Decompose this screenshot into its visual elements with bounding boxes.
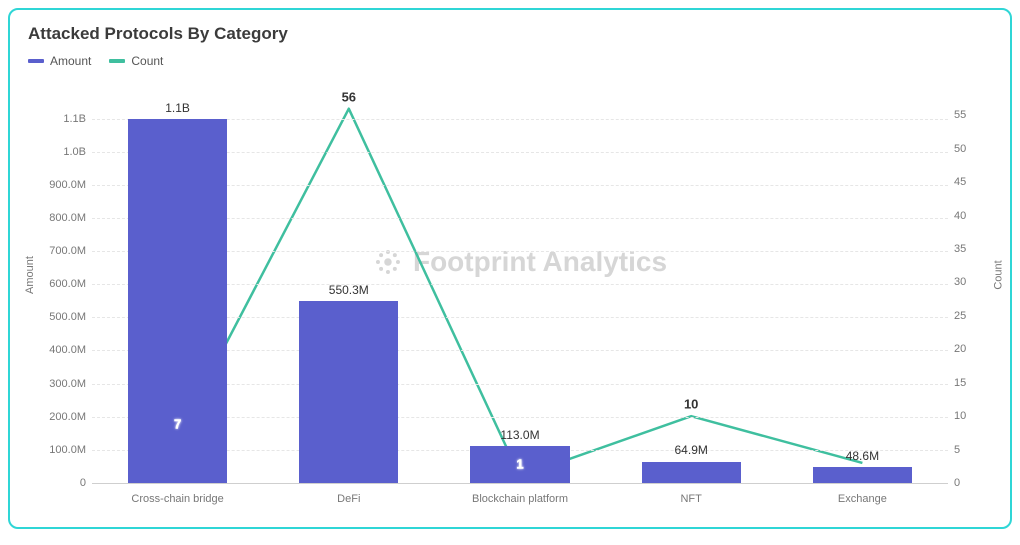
bar-value-label: 550.3M [329,283,369,301]
chart-card: Attacked Protocols By Category Amount Co… [8,8,1012,529]
legend-item-count[interactable]: Count [109,54,163,68]
ytick-right: 15 [954,377,990,389]
count-value-label: 56 [342,89,356,104]
x-category-label: Cross-chain bridge [131,493,223,505]
plot-area: Footprint Analytics 0100.0M200.0M300.0M4… [92,102,948,483]
ytick-left: 500.0M [30,311,86,323]
legend-item-amount[interactable]: Amount [28,54,91,68]
ytick-left: 400.0M [30,344,86,356]
ytick-right: 40 [954,210,990,222]
ytick-right: 35 [954,243,990,255]
ytick-left: 200.0M [30,411,86,423]
ytick-left: 800.0M [30,212,86,224]
ytick-right: 10 [954,410,990,422]
ytick-left: 900.0M [30,179,86,191]
legend-label-amount: Amount [50,54,91,68]
legend-swatch-amount [28,59,44,63]
x-category-label: DeFi [337,493,360,505]
count-value-label: 1 [516,457,523,472]
bar-value-label: 113.0M [500,428,539,446]
count-value-label: 7 [174,417,181,432]
x-category-label: NFT [680,493,701,505]
x-axis-baseline [92,483,948,484]
bar-value-label: 64.9M [675,443,708,461]
ytick-right: 55 [954,109,990,121]
y-axis-label-right: Count [992,260,1004,289]
ytick-right: 5 [954,444,990,456]
ytick-left: 100.0M [30,444,86,456]
chart-legend: Amount Count [28,54,992,68]
ytick-right: 0 [954,477,990,489]
ytick-left: 0 [30,477,86,489]
ytick-right: 25 [954,310,990,322]
bar[interactable] [299,301,398,483]
ytick-right: 50 [954,143,990,155]
ytick-left: 700.0M [30,245,86,257]
ytick-left: 1.1B [30,113,86,125]
legend-swatch-count [109,59,125,63]
legend-label-count: Count [131,54,163,68]
ytick-right: 30 [954,276,990,288]
ytick-left: 1.0B [30,146,86,158]
count-value-label: 10 [684,397,698,412]
count-line[interactable] [178,109,863,477]
ytick-left: 300.0M [30,378,86,390]
bar[interactable] [642,462,741,484]
x-category-label: Exchange [838,493,887,505]
chart-title: Attacked Protocols By Category [28,24,992,44]
bar-value-label: 48.6M [846,449,879,467]
x-category-label: Blockchain platform [472,493,568,505]
bar-value-label: 1.1B [165,101,190,119]
bar[interactable] [813,467,912,483]
ytick-left: 600.0M [30,278,86,290]
ytick-right: 20 [954,343,990,355]
ytick-right: 45 [954,176,990,188]
